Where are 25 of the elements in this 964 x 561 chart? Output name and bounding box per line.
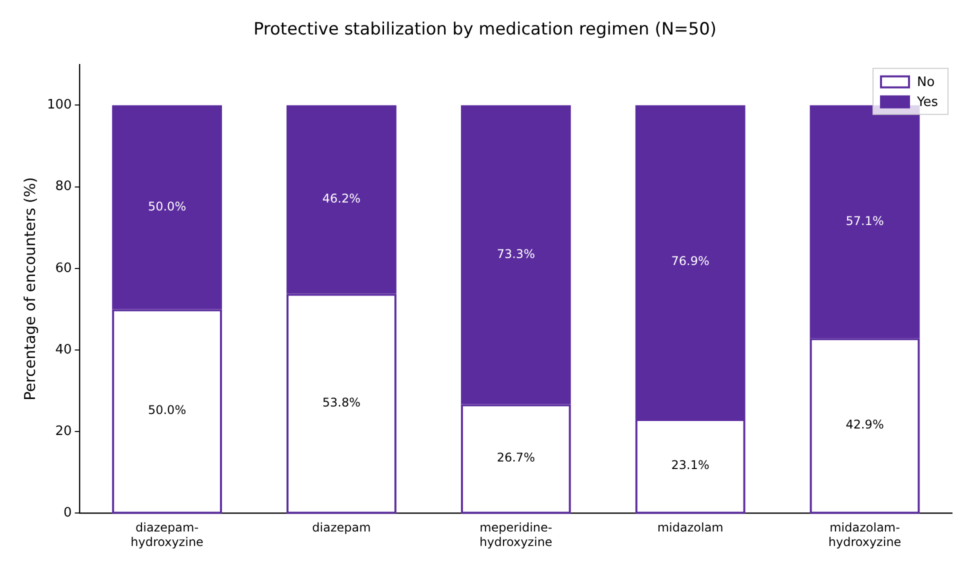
data-label: 76.9% xyxy=(671,254,710,268)
y-tick-label: 40 xyxy=(55,342,72,358)
data-label: 46.2% xyxy=(322,192,361,206)
data-label: 50.0% xyxy=(148,403,186,418)
x-tick-label: meperidine-hydroxyzine xyxy=(480,520,552,549)
x-tick-label: diazepam xyxy=(312,520,371,535)
legend-label: No xyxy=(917,74,935,90)
data-label: 73.3% xyxy=(496,246,535,261)
legend-label: Yes xyxy=(916,94,938,110)
x-tick-label: diazepam-hydroxyzine xyxy=(130,520,204,549)
data-label: 42.9% xyxy=(846,418,884,432)
x-tick-label: midazolam-hydroxyzine xyxy=(828,520,902,549)
data-label: 53.8% xyxy=(322,395,361,410)
y-tick-label: 60 xyxy=(55,260,72,276)
chart-title: Protective stabilization by medication regimen (N=50) xyxy=(253,20,717,40)
y-tick-label: 20 xyxy=(55,424,72,439)
y-tick-label: 100 xyxy=(46,98,72,113)
y-tick-label: 0 xyxy=(64,506,72,521)
data-label: 26.7% xyxy=(496,450,535,465)
data-label: 23.1% xyxy=(671,458,710,472)
y-tick-label: 80 xyxy=(55,179,72,194)
data-label: 57.1% xyxy=(846,214,884,228)
y-axis-title: Percentage of encounters (%) xyxy=(20,177,39,400)
data-label: 50.0% xyxy=(148,199,186,214)
x-tick-label: midazolam xyxy=(657,520,724,535)
